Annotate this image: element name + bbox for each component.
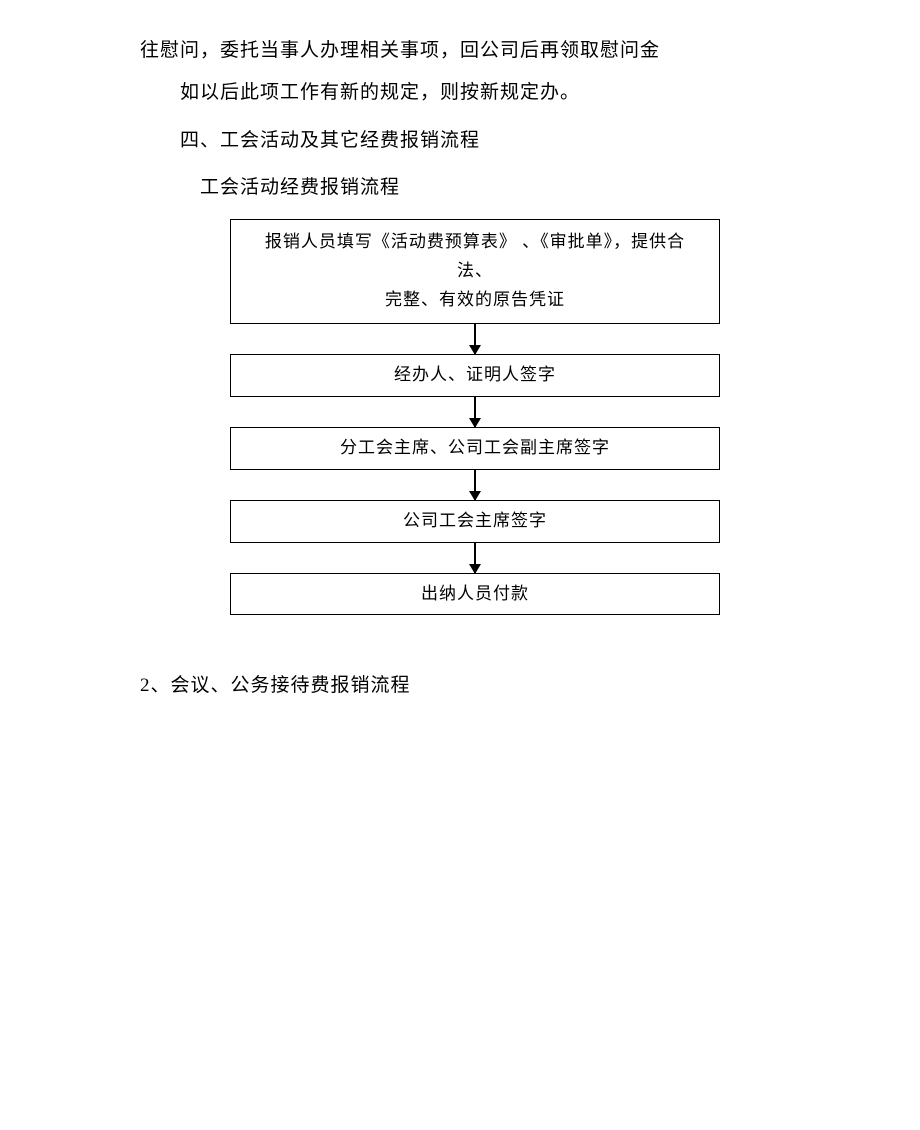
flowchart-node-1-line-1: 报销人员填写《活动费预算表》 、《审批单》，提供合法、 bbox=[249, 228, 701, 286]
paragraph-line-1: 往慰问，委托当事人办理相关事项，回公司后再领取慰问金 bbox=[140, 30, 780, 72]
flowchart-node-5: 出纳人员付款 bbox=[230, 573, 720, 616]
flowchart-arrow-2 bbox=[474, 397, 476, 427]
bottom-heading: 2、会议、公务接待费报销流程 bbox=[140, 665, 780, 707]
arrow-head-icon bbox=[469, 418, 481, 428]
flowchart-arrow-4 bbox=[474, 543, 476, 573]
paragraph-line-2: 如以后此项工作有新的规定，则按新规定办。 bbox=[180, 72, 780, 114]
arrow-head-icon bbox=[469, 491, 481, 501]
arrow-head-icon bbox=[469, 345, 481, 355]
flowchart: 报销人员填写《活动费预算表》 、《审批单》，提供合法、 完整、有效的原告凭证 经… bbox=[230, 219, 720, 615]
sub-heading: 工会活动经费报销流程 bbox=[200, 167, 780, 209]
flowchart-node-2: 经办人、证明人签字 bbox=[230, 354, 720, 397]
arrow-head-icon bbox=[469, 564, 481, 574]
flowchart-arrow-3 bbox=[474, 470, 476, 500]
flowchart-node-4: 公司工会主席签字 bbox=[230, 500, 720, 543]
flowchart-node-1-line-2: 完整、有效的原告凭证 bbox=[249, 286, 701, 315]
flowchart-arrow-1 bbox=[474, 324, 476, 354]
flowchart-node-1: 报销人员填写《活动费预算表》 、《审批单》，提供合法、 完整、有效的原告凭证 bbox=[230, 219, 720, 324]
section-heading: 四、工会活动及其它经费报销流程 bbox=[180, 120, 780, 162]
flowchart-node-3: 分工会主席、公司工会副主席签字 bbox=[230, 427, 720, 470]
